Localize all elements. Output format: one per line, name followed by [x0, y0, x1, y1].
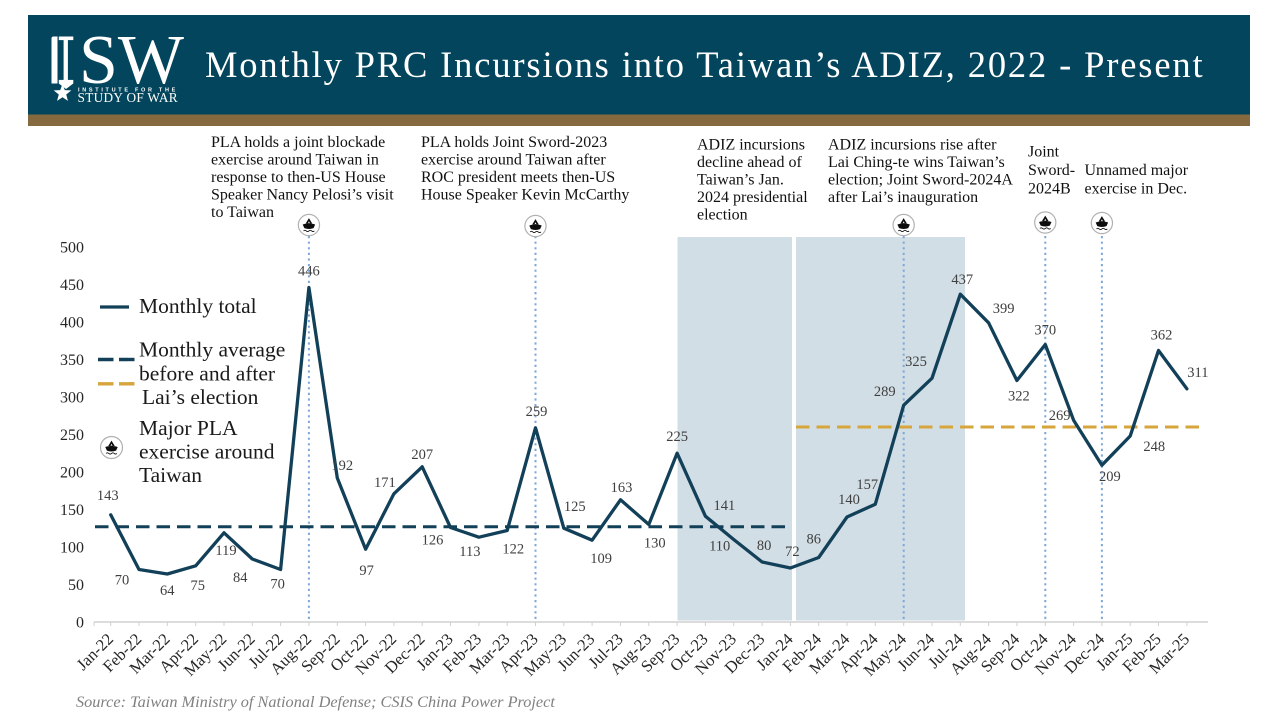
svg-text:Joint: Joint [1028, 144, 1060, 161]
svg-text:70: 70 [270, 577, 285, 593]
svg-text:2024 presidential: 2024 presidential [697, 189, 808, 206]
svg-text:119: 119 [215, 543, 236, 559]
svg-text:64: 64 [160, 583, 175, 599]
svg-text:209: 209 [1099, 469, 1121, 485]
svg-text:200: 200 [60, 465, 84, 482]
svg-text:Source: Taiwan Ministry of Nat: Source: Taiwan Ministry of National Defe… [76, 692, 555, 711]
svg-text:289: 289 [874, 384, 896, 400]
svg-text:Monthly total: Monthly total [139, 294, 257, 318]
svg-text:after Lai’s inauguration: after Lai’s inauguration [828, 189, 978, 206]
svg-text:SW: SW [79, 22, 184, 99]
svg-text:Taiwan: Taiwan [139, 463, 202, 487]
svg-text:362: 362 [1151, 328, 1173, 344]
svg-text:130: 130 [644, 536, 666, 552]
svg-text:Monthly average: Monthly average [139, 338, 285, 362]
svg-text:84: 84 [233, 570, 248, 586]
svg-text:399: 399 [993, 301, 1015, 317]
svg-text:ADIZ incursions rise after: ADIZ incursions rise after [828, 137, 997, 154]
svg-text:Sword-: Sword- [1028, 162, 1075, 179]
svg-text:171: 171 [374, 475, 396, 491]
svg-text:exercise around Taiwan in: exercise around Taiwan in [211, 152, 379, 169]
svg-text:election; Joint Sword-2024A: election; Joint Sword-2024A [828, 172, 1013, 189]
svg-text:143: 143 [97, 488, 119, 504]
svg-text:113: 113 [459, 544, 480, 560]
svg-text:370: 370 [1034, 323, 1056, 339]
svg-text:PLA holds Joint Sword-2023: PLA holds Joint Sword-2023 [421, 134, 607, 151]
svg-text:Taiwan’s Jan.: Taiwan’s Jan. [697, 172, 784, 189]
svg-text:141: 141 [714, 498, 736, 514]
svg-text:86: 86 [806, 532, 821, 548]
svg-text:122: 122 [502, 542, 524, 558]
svg-text:ROC president meets then-US: ROC president meets then-US [421, 169, 615, 186]
svg-text:Monthly PRC Incursions into Ta: Monthly PRC Incursions into Taiwan’s ADI… [205, 44, 1205, 85]
svg-text:Lai’s election: Lai’s election [142, 385, 259, 409]
svg-text:350: 350 [60, 352, 84, 369]
svg-text:exercise around: exercise around [139, 440, 275, 464]
svg-text:exercise around Taiwan after: exercise around Taiwan after [421, 152, 606, 169]
svg-text:192: 192 [331, 458, 353, 474]
svg-text:exercise in Dec.: exercise in Dec. [1085, 181, 1188, 198]
svg-text:225: 225 [666, 429, 688, 445]
svg-text:Major PLA: Major PLA [139, 416, 238, 440]
svg-text:100: 100 [60, 540, 84, 557]
svg-text:150: 150 [60, 502, 84, 519]
svg-text:80: 80 [757, 538, 772, 554]
svg-text:election: election [697, 207, 748, 224]
svg-text:Lai Ching-te wins Taiwan’s: Lai Ching-te wins Taiwan’s [828, 154, 1005, 171]
svg-text:2024B: 2024B [1028, 181, 1071, 198]
svg-text:70: 70 [115, 573, 130, 589]
svg-text:450: 450 [60, 277, 84, 294]
svg-text:109: 109 [590, 551, 612, 567]
svg-text:Unnamed major: Unnamed major [1085, 162, 1189, 179]
svg-text:259: 259 [526, 404, 548, 420]
svg-text:to Taiwan: to Taiwan [211, 204, 274, 221]
svg-text:322: 322 [1008, 389, 1030, 405]
svg-text:157: 157 [856, 477, 878, 493]
svg-text:PLA holds a joint blockade: PLA holds a joint blockade [211, 134, 385, 151]
svg-text:0: 0 [76, 615, 84, 632]
svg-text:72: 72 [785, 544, 800, 560]
svg-text:response to then-US House: response to then-US House [211, 169, 386, 186]
svg-text:269: 269 [1049, 408, 1071, 424]
svg-text:325: 325 [905, 354, 927, 370]
svg-text:250: 250 [60, 427, 84, 444]
svg-text:248: 248 [1143, 439, 1165, 455]
svg-text:110: 110 [709, 539, 730, 555]
svg-text:before and after: before and after [139, 362, 275, 386]
svg-text:446: 446 [298, 264, 320, 280]
svg-text:decline ahead of: decline ahead of [697, 154, 803, 171]
svg-text:163: 163 [611, 480, 633, 496]
svg-text:207: 207 [411, 447, 433, 463]
svg-text:ADIZ incursions: ADIZ incursions [697, 137, 805, 154]
svg-text:Speaker Nancy Pelosi’s visit: Speaker Nancy Pelosi’s visit [211, 187, 394, 204]
svg-text:300: 300 [60, 390, 84, 407]
svg-text:House Speaker Kevin McCarthy: House Speaker Kevin McCarthy [421, 187, 629, 204]
svg-text:311: 311 [1187, 365, 1208, 381]
svg-text:126: 126 [422, 533, 444, 549]
svg-text:437: 437 [951, 272, 973, 288]
svg-text:50: 50 [68, 577, 84, 594]
svg-text:400: 400 [60, 315, 84, 332]
svg-text:75: 75 [190, 578, 205, 594]
svg-text:97: 97 [359, 563, 374, 579]
svg-text:140: 140 [838, 492, 860, 508]
svg-text:125: 125 [564, 499, 586, 515]
svg-text:STUDY OF WAR: STUDY OF WAR [78, 90, 178, 105]
svg-text:INSTITUTE FOR THE: INSTITUTE FOR THE [78, 88, 178, 94]
svg-text:500: 500 [60, 240, 84, 257]
